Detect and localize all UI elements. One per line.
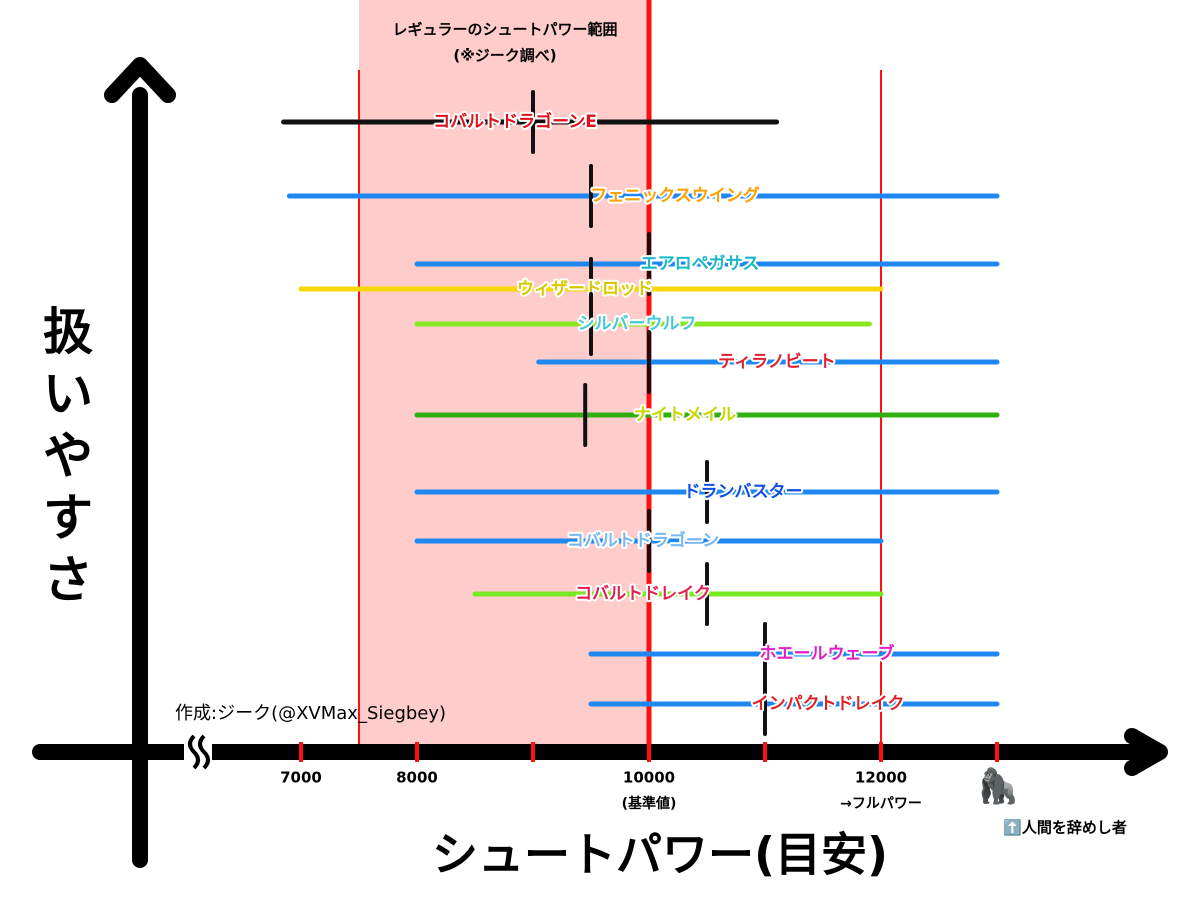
row-label: インパクトドレイク [752, 694, 905, 714]
x-tick-label: 8000 [396, 769, 438, 787]
shade-layer [358, 0, 882, 752]
x-tick-label: 12000 [855, 769, 907, 787]
row-label: ホエールウェーブ [760, 643, 895, 664]
row-label: エアロペガサス [641, 254, 760, 274]
row-label: ドランバスター [684, 482, 803, 502]
row-label: フェニックスウイング [590, 185, 760, 206]
row-label: ナイトメイル [634, 405, 736, 425]
row-label: ウィザードロッド [517, 279, 653, 299]
x-axis-label: シュートパワー(目安) [432, 828, 888, 882]
x-axis-arrow [1124, 728, 1168, 776]
row-label: シルバーウルフ [578, 314, 697, 334]
row-label: コバルトドレイク [575, 584, 711, 604]
tick-note: (基準値) [622, 795, 677, 812]
beyond-icon: 🦍 [977, 767, 1019, 807]
x-tick-label: 10000 [623, 769, 675, 787]
title-line: レギュラーのシュートパワー範囲 [392, 21, 617, 39]
beyond-note: ⬆️人間を辞めし者 [1003, 819, 1127, 837]
x-tick-label: 7000 [280, 769, 322, 787]
tick-note: →フルパワー [840, 796, 922, 812]
row-label: ティラノビート [718, 352, 836, 372]
regular-range [359, 0, 649, 752]
title-line: (※ジーク調べ) [453, 47, 556, 65]
y-axis-arrow [104, 57, 176, 103]
row-label: コバルトドラゴーンE [433, 111, 597, 132]
y-axis-label: 扱いやすさ [43, 303, 93, 609]
axis-break [184, 734, 212, 772]
credit: 作成:ジーク(@XVMax_Siegbey) [175, 703, 446, 724]
row-label: コバルトドラゴーン [567, 530, 719, 551]
